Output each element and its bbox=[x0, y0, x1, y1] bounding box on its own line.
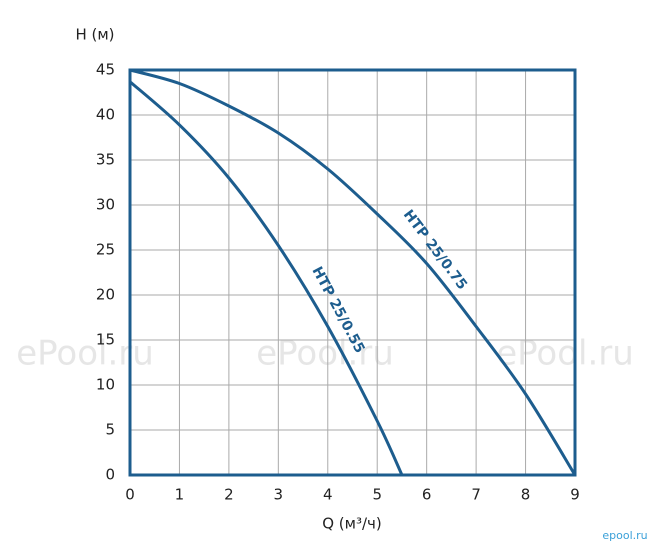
y-tick-label: 30 bbox=[96, 196, 115, 214]
y-tick-label: 5 bbox=[105, 421, 115, 439]
y-tick-label: 15 bbox=[96, 331, 115, 349]
x-tick-label: 8 bbox=[521, 486, 531, 504]
x-tick-label: 1 bbox=[175, 486, 185, 504]
x-axis-label: Q (м³/ч) bbox=[322, 515, 382, 533]
y-tick-label: 20 bbox=[96, 286, 115, 304]
y-tick-label: 45 bbox=[96, 61, 115, 79]
y-tick-label: 10 bbox=[96, 376, 115, 394]
y-tick-label: 35 bbox=[96, 151, 115, 169]
x-tick-label: 9 bbox=[570, 486, 580, 504]
x-tick-label: 4 bbox=[323, 486, 333, 504]
x-tick-label: 5 bbox=[372, 486, 382, 504]
x-tick-label: 0 bbox=[125, 486, 135, 504]
y-axis-label: H (м) bbox=[75, 26, 114, 44]
x-tick-label: 6 bbox=[422, 486, 432, 504]
watermark: epool.ru bbox=[602, 529, 647, 542]
y-tick-label: 40 bbox=[96, 106, 115, 124]
x-tick-label: 7 bbox=[471, 486, 481, 504]
x-tick-label: 2 bbox=[224, 486, 234, 504]
y-tick-label: 0 bbox=[105, 466, 115, 484]
pump-curve bbox=[129, 80, 404, 476]
plot-frame bbox=[128, 68, 577, 477]
y-tick-label: 25 bbox=[96, 241, 115, 259]
pump-curve bbox=[129, 68, 577, 476]
x-tick-label: 3 bbox=[274, 486, 284, 504]
